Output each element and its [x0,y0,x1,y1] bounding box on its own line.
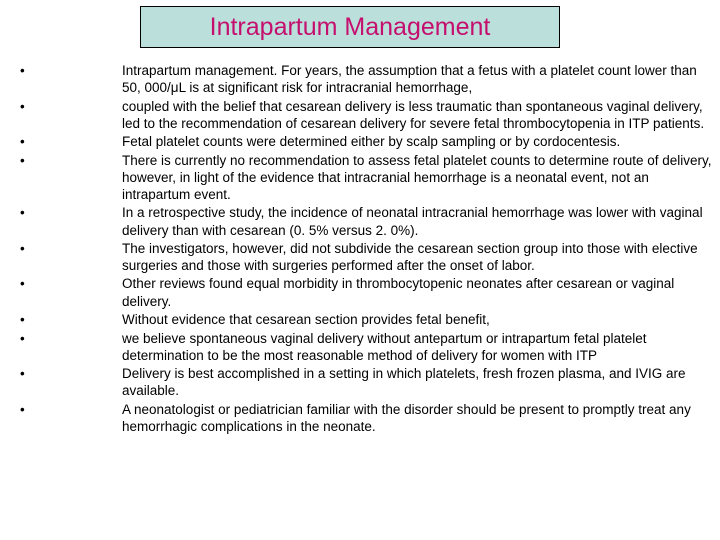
bullet-list: • Intrapartum management. For years, the… [20,62,712,436]
bullet-marker: • [20,204,122,222]
list-item: • Without evidence that cesarean section… [20,311,712,329]
bullet-marker: • [20,365,122,383]
bullet-text: The investigators, however, did not subd… [122,240,712,275]
bullet-text: In a retrospective study, the incidence … [122,204,712,239]
bullet-text: Without evidence that cesarean section p… [122,311,712,328]
bullet-marker: • [20,311,122,329]
list-item: • The investigators, however, did not su… [20,240,712,275]
list-item: • Fetal platelet counts were determined … [20,133,712,151]
list-item: • Other reviews found equal morbidity in… [20,275,712,310]
bullet-text: A neonatologist or pediatrician familiar… [122,401,712,436]
bullet-text: Delivery is best accomplished in a setti… [122,365,712,400]
list-item: • In a retrospective study, the incidenc… [20,204,712,239]
bullet-text: There is currently no recommendation to … [122,152,712,204]
bullet-marker: • [20,330,122,348]
list-item: • we believe spontaneous vaginal deliver… [20,330,712,365]
bullet-text: Other reviews found equal morbidity in t… [122,275,712,310]
bullet-marker: • [20,275,122,293]
bullet-text: Fetal platelet counts were determined ei… [122,133,712,150]
list-item: • A neonatologist or pediatrician famili… [20,401,712,436]
bullet-text: coupled with the belief that cesarean de… [122,98,712,133]
bullet-text: we believe spontaneous vaginal delivery … [122,330,712,365]
bullet-marker: • [20,98,122,116]
bullet-marker: • [20,240,122,258]
title-box: Intrapartum Management [140,6,560,48]
list-item: • Delivery is best accomplished in a set… [20,365,712,400]
bullet-text: Intrapartum management. For years, the a… [122,62,712,97]
slide-title: Intrapartum Management [210,13,491,42]
bullet-marker: • [20,152,122,170]
bullet-marker: • [20,62,122,80]
bullet-marker: • [20,401,122,419]
bullet-marker: • [20,133,122,151]
list-item: • There is currently no recommendation t… [20,152,712,204]
list-item: • Intrapartum management. For years, the… [20,62,712,97]
list-item: • coupled with the belief that cesarean … [20,98,712,133]
